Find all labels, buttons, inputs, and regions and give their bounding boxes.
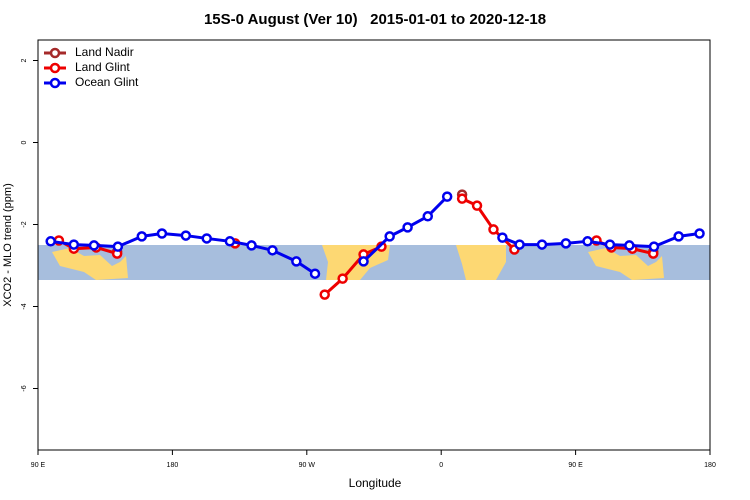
point [291, 256, 302, 267]
point [488, 224, 499, 235]
legend-label: Ocean Glint [75, 75, 139, 89]
point [456, 193, 468, 204]
point [384, 231, 395, 242]
point [358, 256, 369, 267]
point [68, 239, 80, 250]
point [604, 239, 616, 250]
land [588, 248, 664, 280]
y-tick-label: 2 [21, 58, 28, 62]
x-tick-label: 0 [439, 462, 443, 469]
point [309, 268, 321, 279]
x-tick-label: 90 E [31, 462, 46, 469]
legend-label: Land Glint [75, 60, 130, 74]
point [694, 228, 705, 239]
point [497, 232, 508, 243]
point [441, 191, 453, 202]
point [156, 228, 168, 239]
x-tick-label: 90 W [299, 462, 316, 469]
point [536, 239, 548, 250]
point [422, 211, 434, 222]
legend-marker [49, 77, 61, 89]
series-line [58, 197, 654, 296]
point [136, 231, 148, 242]
y-tick-label: -6 [21, 385, 28, 391]
land [456, 245, 506, 280]
y-tick-label: -2 [21, 221, 28, 227]
legend-marker [49, 47, 61, 59]
point [648, 241, 660, 252]
land [52, 248, 128, 280]
legend-marker [49, 62, 61, 74]
x-axis-label: Longitude [349, 476, 402, 490]
chart-title: 15S-0 August (Ver 10) 2015-01-01 to 2020… [204, 11, 546, 28]
point [45, 236, 56, 247]
y-tick-label: -4 [21, 303, 28, 309]
x-tick-label: 180 [704, 462, 716, 469]
plot-frame [37, 39, 711, 451]
y-tick-label: 0 [21, 140, 28, 144]
point [201, 233, 212, 244]
point [224, 236, 236, 247]
point [471, 200, 483, 211]
x-tick-label: 180 [167, 462, 179, 469]
point [267, 245, 278, 256]
point [319, 289, 330, 300]
x-tick-label: 90 E [568, 462, 583, 469]
point [582, 236, 593, 247]
point [246, 240, 257, 251]
point [514, 239, 525, 250]
y-axis-label: XCO2 - MLO trend (ppm) [2, 183, 14, 306]
point [180, 230, 192, 241]
point [624, 240, 635, 251]
point [337, 273, 348, 284]
point [402, 222, 413, 233]
point [560, 238, 572, 249]
point [673, 231, 684, 242]
legend-label: Land Nadir [75, 45, 134, 59]
point [112, 241, 124, 252]
point [88, 240, 100, 251]
